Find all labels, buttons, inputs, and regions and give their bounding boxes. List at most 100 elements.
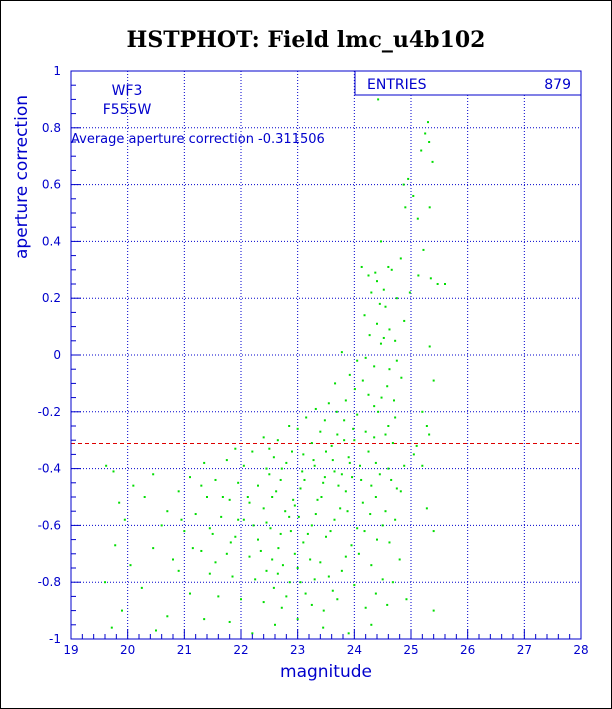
data-point [246, 496, 249, 498]
data-point [251, 632, 254, 635]
stats-box-frame [354, 70, 582, 96]
data-point [432, 530, 435, 533]
y-axis-label: aperture correction [12, 95, 32, 259]
data-point [272, 586, 275, 589]
stats-box: ENTRIES 879 [354, 70, 582, 96]
data-point [296, 427, 299, 430]
data-point [367, 450, 370, 453]
x-axis-label: magnitude [280, 662, 372, 682]
data-point [357, 552, 360, 555]
data-point [370, 564, 373, 567]
data-point [297, 515, 300, 518]
y-tick-label: -1 [49, 632, 61, 646]
y-tick-label: -0.4 [38, 462, 61, 476]
data-point [377, 410, 380, 413]
average-annotation: Average aperture correction -0.311506 [71, 132, 325, 147]
data-point [276, 439, 279, 442]
data-point [228, 620, 231, 623]
data-point [110, 626, 113, 629]
data-point [330, 444, 333, 447]
data-point [242, 518, 245, 521]
data-point [353, 388, 356, 391]
data-point [343, 439, 346, 442]
data-point [274, 623, 276, 626]
data-point [353, 584, 356, 587]
data-point [152, 473, 155, 476]
data-point [374, 496, 377, 498]
data-point [280, 606, 283, 609]
data-point [325, 450, 327, 453]
y-tick-label: 0.8 [42, 121, 61, 135]
data-point [268, 447, 271, 450]
data-point [140, 586, 143, 589]
x-tick-label: 20 [120, 643, 135, 657]
data-point [356, 359, 359, 362]
data-point [394, 416, 397, 419]
data-point [314, 513, 317, 516]
data-point [254, 578, 257, 581]
data-point [428, 141, 431, 143]
data-point [177, 569, 180, 572]
data-point [373, 405, 376, 408]
data-point [340, 351, 343, 354]
data-point [285, 595, 288, 598]
data-point [381, 524, 384, 527]
data-point [279, 532, 282, 535]
data-point [404, 206, 407, 209]
data-point [367, 274, 370, 277]
data-point [121, 609, 123, 612]
data-point [257, 484, 259, 487]
data-point [428, 206, 431, 209]
data-point [277, 547, 280, 550]
data-point [428, 345, 431, 348]
data-point [399, 490, 402, 493]
data-point [421, 410, 424, 413]
data-point [299, 581, 302, 584]
data-point [313, 578, 316, 581]
data-point [268, 473, 271, 476]
data-point [214, 478, 217, 481]
data-point [429, 277, 432, 280]
data-point [348, 373, 351, 376]
y-tick-label: 1 [53, 64, 61, 78]
data-point [387, 425, 390, 427]
data-point [225, 459, 228, 462]
data-point [200, 484, 203, 487]
data-point [288, 515, 291, 518]
data-point [112, 470, 115, 473]
data-point [248, 501, 251, 504]
data-point [408, 291, 411, 294]
data-point [391, 581, 394, 584]
data-point [340, 473, 343, 476]
data-point [382, 288, 385, 291]
data-point [314, 407, 317, 410]
y-tick-label: 0.4 [42, 234, 61, 248]
data-point [320, 496, 323, 498]
data-point [303, 478, 306, 481]
data-point [240, 598, 242, 601]
data-point [325, 535, 327, 538]
data-point [180, 518, 183, 521]
data-point [370, 623, 373, 626]
data-point [388, 328, 391, 331]
y-tick-label: 0.2 [42, 291, 61, 305]
data-point [379, 240, 382, 243]
data-point [231, 575, 234, 578]
data-point [412, 194, 415, 197]
data-point [374, 271, 377, 274]
data-point [348, 461, 351, 464]
data-point [237, 518, 240, 521]
data-point [229, 541, 232, 544]
data-point [208, 527, 211, 530]
data-point [416, 217, 419, 220]
data-point [160, 524, 163, 527]
data-points [104, 98, 446, 635]
data-point [387, 467, 390, 470]
data-point [251, 450, 254, 453]
data-point [376, 322, 378, 325]
data-point [248, 555, 251, 558]
data-point [323, 419, 326, 422]
data-point [272, 456, 275, 459]
data-point [360, 265, 363, 268]
data-point [425, 507, 428, 510]
